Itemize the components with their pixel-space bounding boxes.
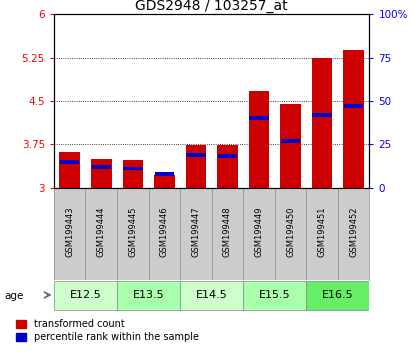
Bar [217, 145, 238, 188]
Bar [186, 145, 206, 188]
Text: GSM199450: GSM199450 [286, 206, 295, 257]
Text: age: age [4, 291, 24, 301]
Text: GSM199444: GSM199444 [97, 206, 106, 257]
Bar [117, 281, 180, 310]
Text: GSM199452: GSM199452 [349, 206, 358, 257]
Text: E16.5: E16.5 [322, 290, 354, 300]
Bar [155, 172, 174, 176]
Bar [249, 116, 269, 120]
Bar [306, 281, 369, 310]
Bar [280, 104, 301, 188]
Bar [249, 91, 269, 188]
Title: GDS2948 / 103257_at: GDS2948 / 103257_at [135, 0, 288, 13]
Bar [218, 154, 237, 158]
Text: E15.5: E15.5 [259, 290, 290, 300]
Bar [91, 159, 112, 188]
Legend: transformed count, percentile rank within the sample: transformed count, percentile rank withi… [13, 316, 202, 345]
Text: GSM199451: GSM199451 [317, 206, 327, 257]
Bar [59, 152, 80, 188]
Bar [180, 281, 243, 310]
Bar [154, 175, 175, 188]
Bar [243, 281, 306, 310]
Bar [312, 113, 332, 117]
Bar [343, 50, 364, 188]
Bar [92, 165, 111, 169]
Text: GSM199447: GSM199447 [191, 206, 200, 257]
Text: GSM199443: GSM199443 [65, 206, 74, 257]
Text: E12.5: E12.5 [70, 290, 101, 300]
Bar [312, 58, 332, 188]
Bar [60, 160, 79, 164]
Text: GSM199448: GSM199448 [223, 206, 232, 257]
Text: E14.5: E14.5 [196, 290, 227, 300]
Bar [123, 167, 142, 170]
Text: GSM199446: GSM199446 [160, 206, 169, 257]
Bar [186, 153, 205, 156]
Bar [281, 139, 300, 143]
Bar [122, 160, 143, 188]
Text: GSM199445: GSM199445 [128, 206, 137, 257]
Bar [54, 281, 117, 310]
Bar [344, 104, 363, 108]
Text: GSM199449: GSM199449 [254, 206, 264, 257]
Text: E13.5: E13.5 [133, 290, 164, 300]
